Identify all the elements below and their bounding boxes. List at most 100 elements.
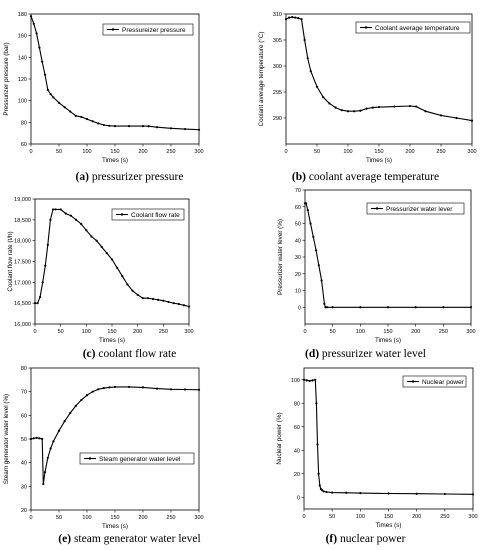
x-axis-label: Times (s) [102,523,128,530]
x-tick-label: 50 [314,149,320,155]
x-tick-label: 200 [412,514,421,520]
legend-box [402,375,467,388]
data-point [155,387,159,390]
data-point [291,16,294,19]
caption-e: (e) steam generator water level [58,533,201,545]
x-tick-label: 100 [82,329,91,335]
x-tick-label: 200 [411,329,420,335]
caption-a: (a) pressurizer pressure [75,171,184,183]
x-tick-label: 50 [330,329,336,335]
data-point [439,114,443,117]
x-tick-label: 300 [184,329,193,335]
y-tick-label: 20 [294,472,300,478]
data-point [85,117,89,121]
y-tick-label: 20 [21,508,27,514]
x-tick-label: 150 [384,514,393,520]
data-point [57,101,61,104]
x-tick-label: 200 [133,329,142,335]
legend-box [366,202,465,215]
data-point [443,492,446,496]
data-point [102,387,105,390]
legend-label: Steam generator water level [99,456,181,463]
data-point [414,306,417,309]
data-point [49,93,52,96]
data-point [105,252,108,255]
data-point [322,490,325,493]
x-tick-label: 250 [436,149,445,155]
legend-marker [364,26,368,29]
y-tick-label: 16,500 [14,301,31,307]
y-axis-label: Coolant average temperature (°C) [257,32,265,127]
y-axis-label: Nuclear power (%) [276,412,283,464]
data-point [297,17,300,20]
data-point [29,15,33,18]
data-point [316,443,319,446]
data-point [49,218,52,221]
data-point [80,115,83,119]
data-point [302,378,306,381]
data-point [113,385,117,389]
y-tick-label: 60 [295,205,301,211]
data-point [43,471,47,474]
data-point [162,299,165,302]
legend-marker [111,28,115,31]
data-point [187,305,191,308]
x-tick-label: 250 [439,329,448,335]
data-point [169,388,173,391]
y-axis-label: Pressurizer pressure (bar) [3,42,10,115]
data-point [155,126,159,129]
y-tick-label: 310 [273,12,282,18]
chart-c: 0 50 100 150 200 250 300 16,000 16,500 17,000 17,5… [7,197,194,344]
x-axis-label: Times (s) [102,157,128,164]
legend-marker [120,213,124,216]
data-point [294,16,297,19]
x-tick-label: 100 [356,514,365,520]
chart-a: 0 50 100 150 200 250 300 60 80 100 120 140 160 180 Tim… [3,12,204,164]
x-tick-label: 300 [467,149,476,155]
data-point [151,297,155,301]
legend-label: Coolant average temperature [375,25,460,32]
x-tick-label: 300 [194,149,203,155]
y-tick-label: 60 [294,425,300,431]
data-point [38,46,41,49]
data-point [39,295,42,299]
data-point [314,378,317,381]
data-point [29,437,33,441]
y-tick-label: 20 [295,272,301,278]
x-tick-label: 100 [343,149,352,155]
caption-f: (f) nuclear power [325,533,406,545]
caption-b: (b) coolant average temperature [291,171,440,183]
legend-box [79,452,195,465]
data-point [324,306,327,309]
data-point [172,302,175,305]
data-point [97,388,100,391]
x-tick-label: 0 [29,149,32,155]
data-point [46,243,49,246]
data-point [80,222,83,226]
data-point [415,492,418,495]
series-line [35,208,190,308]
data-point [51,208,55,211]
data-point [141,297,144,300]
caption-d: (d) pressurizer water level [304,348,427,360]
plot-frame [303,367,474,510]
data-point [41,437,44,441]
data-point [359,492,362,495]
data-point [141,125,145,128]
legend-box [355,21,471,34]
chart-e: 0 50 100 150 200 250 300 20 30 40 50 60 70 80 Times (s… [3,366,204,530]
data-point [41,60,44,63]
legend-label: Pressurizer water lever [386,206,453,213]
data-point [85,229,88,232]
data-point [326,306,329,309]
x-axis-label: Times (s) [99,337,125,344]
x-tick-label: 300 [468,514,477,520]
data-point [377,105,381,109]
data-point [43,73,47,76]
data-point [455,116,458,120]
x-axis-label: Times (s) [366,157,392,164]
y-tick-label: 17,000 [14,280,31,286]
data-point [320,279,323,282]
data-point [126,283,129,286]
data-point [32,22,35,25]
